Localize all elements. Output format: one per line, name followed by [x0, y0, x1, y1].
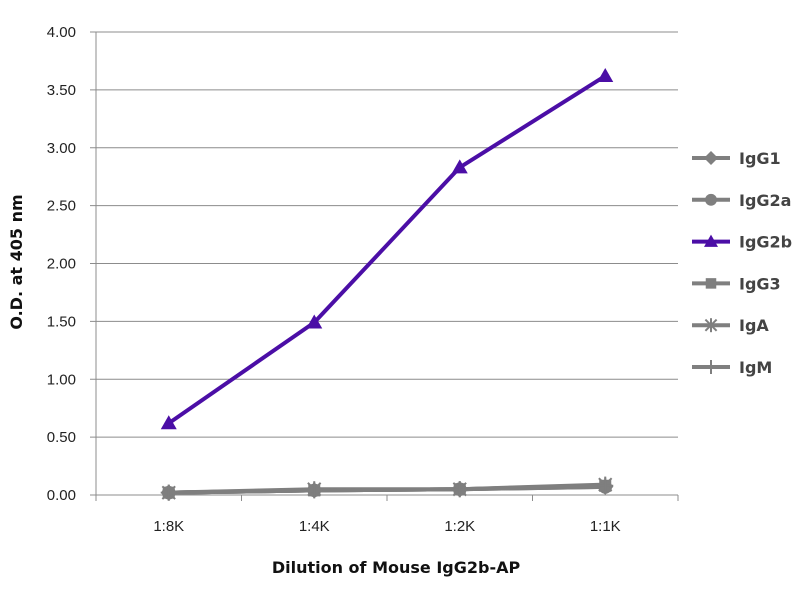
- y-tick-label: 3.00: [47, 140, 76, 157]
- data-point-igm: [451, 481, 468, 498]
- x-tick-label: 1:2K: [444, 518, 475, 535]
- legend: IgG1 IgG2a IgG2b IgG3 IgA IgM: [692, 149, 792, 377]
- legend-item-igg2a: IgG2a: [692, 191, 791, 210]
- data-point-igm: [160, 484, 177, 501]
- y-tick-label: 1.50: [47, 313, 76, 330]
- data-point-igg2b: [306, 314, 323, 329]
- series-line-igg2b: [167, 74, 607, 425]
- series-line-igm: [168, 483, 606, 495]
- data-point-igm: [597, 477, 614, 494]
- legend-item-igg3: IgG3: [692, 274, 781, 293]
- legend-label-igg1: IgG1: [739, 149, 781, 168]
- legend-marker-igg1: [704, 151, 718, 165]
- legend-marker-igg2a: [705, 193, 717, 206]
- data-point-igg2b: [451, 159, 468, 174]
- legend-label-iga: IgA: [739, 316, 769, 335]
- y-tick-label: 1.00: [47, 371, 76, 388]
- legend-label-igg2a: IgG2a: [739, 191, 791, 210]
- y-tick-label: 2.50: [47, 198, 76, 215]
- data-point-igg2b: [160, 415, 177, 430]
- x-tick-label: 1:1K: [590, 518, 621, 535]
- legend-marker-igm: [704, 360, 718, 374]
- legend-item-igg2b: IgG2b: [692, 233, 792, 252]
- y-tick-label: 0.00: [47, 487, 76, 504]
- data-point-igm: [306, 482, 323, 499]
- axes: [90, 31, 679, 501]
- x-tick-labels: 1:8K 1:4K 1:2K 1:1K: [153, 518, 620, 535]
- legend-label-igg3: IgG3: [739, 274, 781, 293]
- y-tick-labels: 0.00 0.50 1.00 1.50 2.00 2.50 3.00 3.50 4.00: [47, 24, 76, 504]
- grid: [96, 31, 678, 438]
- legend-marker-iga: [704, 318, 718, 333]
- x-axis-title: Dilution of Mouse IgG2b-AP: [272, 558, 521, 577]
- x-tick-label: 1:4K: [299, 518, 330, 535]
- series-layer: [160, 67, 614, 501]
- legend-item-igm: IgM: [692, 358, 772, 377]
- series-igg2b: [160, 67, 614, 430]
- y-tick-label: 0.50: [47, 429, 76, 446]
- x-tick-label: 1:8K: [153, 518, 184, 535]
- series-igm: [160, 477, 614, 501]
- legend-item-iga: IgA: [692, 316, 769, 335]
- y-tick-label: 2.00: [47, 256, 76, 273]
- legend-label-igg2b: IgG2b: [739, 233, 792, 252]
- legend-marker-igg3: [705, 278, 717, 289]
- y-tick-label: 3.50: [47, 82, 76, 99]
- y-axis-title: O.D. at 405 nm: [7, 194, 26, 329]
- legend-marker-igg2b: [704, 234, 718, 247]
- legend-item-igg1: IgG1: [692, 149, 781, 168]
- data-point-igg2b: [597, 67, 614, 82]
- y-tick-label: 4.00: [47, 24, 76, 41]
- legend-label-igm: IgM: [739, 358, 772, 377]
